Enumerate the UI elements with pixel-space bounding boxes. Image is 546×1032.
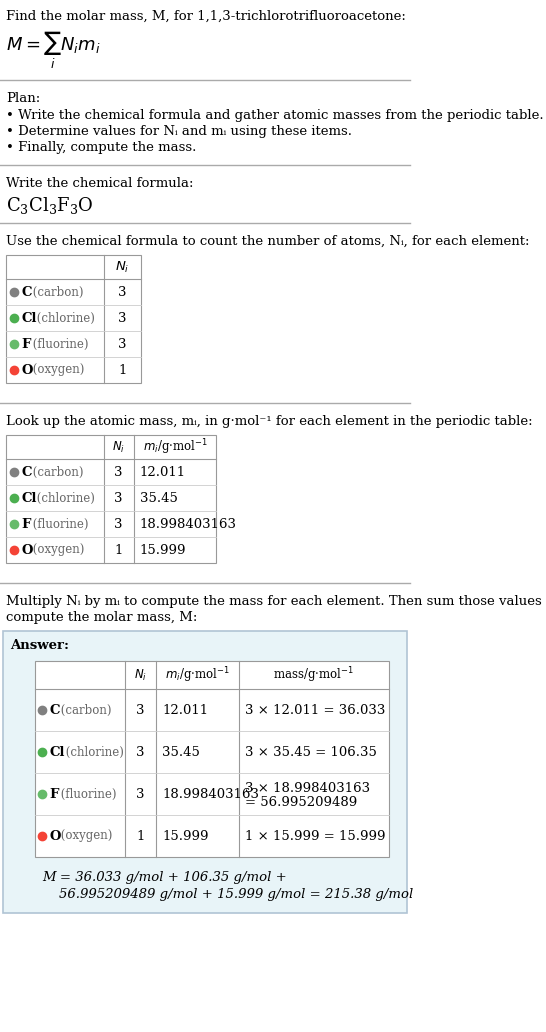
Text: mass/g·mol$^{-1}$: mass/g·mol$^{-1}$ <box>274 666 354 685</box>
Text: (carbon): (carbon) <box>57 704 111 716</box>
Bar <box>6 436 216 563</box>
Text: • Determine values for Nᵢ and mᵢ using these items.: • Determine values for Nᵢ and mᵢ using t… <box>6 125 352 138</box>
Text: 1: 1 <box>136 830 145 842</box>
Text: 3 × 35.45 = 106.35: 3 × 35.45 = 106.35 <box>245 745 377 759</box>
Text: 15.999: 15.999 <box>140 544 186 556</box>
Bar <box>6 255 141 383</box>
Text: (carbon): (carbon) <box>28 465 83 479</box>
Text: 3: 3 <box>118 312 127 324</box>
Text: (oxygen): (oxygen) <box>28 363 84 377</box>
Text: $m_i$/g·mol$^{-1}$: $m_i$/g·mol$^{-1}$ <box>143 438 207 457</box>
Text: F: F <box>21 517 31 530</box>
Text: 12.011: 12.011 <box>162 704 208 716</box>
Text: (chlorine): (chlorine) <box>33 491 95 505</box>
Text: = 56.995209489: = 56.995209489 <box>245 796 357 808</box>
Text: Plan:: Plan: <box>6 92 40 105</box>
Text: 3: 3 <box>136 787 145 801</box>
Text: • Write the chemical formula and gather atomic masses from the periodic table.: • Write the chemical formula and gather … <box>6 109 544 122</box>
Text: Cl: Cl <box>50 745 65 759</box>
Text: O: O <box>21 544 33 556</box>
Text: 12.011: 12.011 <box>140 465 186 479</box>
Text: 1: 1 <box>118 363 127 377</box>
Text: C: C <box>21 465 32 479</box>
Text: Use the chemical formula to count the number of atoms, Nᵢ, for each element:: Use the chemical formula to count the nu… <box>6 235 530 248</box>
Text: 35.45: 35.45 <box>140 491 177 505</box>
Text: O: O <box>21 363 33 377</box>
Text: $m_i$/g·mol$^{-1}$: $m_i$/g·mol$^{-1}$ <box>165 666 230 685</box>
Text: Find the molar mass, M, for 1,1,3-trichlorotrifluoroacetone:: Find the molar mass, M, for 1,1,3-trichl… <box>6 10 406 23</box>
Text: 3: 3 <box>118 337 127 351</box>
Text: $N_i$: $N_i$ <box>134 668 147 682</box>
Text: 3: 3 <box>118 286 127 298</box>
Text: C: C <box>50 704 60 716</box>
Text: $N_i$: $N_i$ <box>115 259 129 275</box>
Text: 3: 3 <box>114 517 123 530</box>
Text: 56.995209489 g/mol + 15.999 g/mol = 215.38 g/mol: 56.995209489 g/mol + 15.999 g/mol = 215.… <box>42 888 413 901</box>
Text: $N_i$: $N_i$ <box>112 440 125 454</box>
Text: 3: 3 <box>114 465 123 479</box>
Text: Answer:: Answer: <box>10 639 69 652</box>
Text: $M = \sum_i N_i m_i$: $M = \sum_i N_i m_i$ <box>6 30 100 71</box>
Text: M = 36.033 g/mol + 106.35 g/mol +: M = 36.033 g/mol + 106.35 g/mol + <box>42 871 287 884</box>
Text: (oxygen): (oxygen) <box>57 830 112 842</box>
Text: compute the molar mass, M:: compute the molar mass, M: <box>6 611 198 624</box>
Text: • Finally, compute the mass.: • Finally, compute the mass. <box>6 141 197 154</box>
Text: F: F <box>50 787 59 801</box>
Text: 18.998403163: 18.998403163 <box>162 787 259 801</box>
Text: 18.998403163: 18.998403163 <box>140 517 236 530</box>
Text: Write the chemical formula:: Write the chemical formula: <box>6 178 193 190</box>
Bar <box>34 662 389 857</box>
Text: 3 × 12.011 = 36.033: 3 × 12.011 = 36.033 <box>245 704 385 716</box>
Text: 3: 3 <box>114 491 123 505</box>
Text: 1 × 15.999 = 15.999: 1 × 15.999 = 15.999 <box>245 830 385 842</box>
Text: 15.999: 15.999 <box>162 830 209 842</box>
Text: O: O <box>50 830 61 842</box>
Text: Cl: Cl <box>21 312 37 324</box>
Text: (chlorine): (chlorine) <box>62 745 123 759</box>
Text: 3: 3 <box>136 704 145 716</box>
Text: 35.45: 35.45 <box>162 745 200 759</box>
Text: 3: 3 <box>136 745 145 759</box>
Text: Multiply Nᵢ by mᵢ to compute the mass for each element. Then sum those values to: Multiply Nᵢ by mᵢ to compute the mass fo… <box>6 595 546 608</box>
Text: (fluorine): (fluorine) <box>28 337 88 351</box>
Bar <box>3 631 407 913</box>
Text: (oxygen): (oxygen) <box>28 544 84 556</box>
Text: (chlorine): (chlorine) <box>33 312 95 324</box>
Text: C: C <box>21 286 32 298</box>
Text: (fluorine): (fluorine) <box>28 517 88 530</box>
Text: Cl: Cl <box>21 491 37 505</box>
Text: F: F <box>21 337 31 351</box>
Text: Look up the atomic mass, mᵢ, in g·mol⁻¹ for each element in the periodic table:: Look up the atomic mass, mᵢ, in g·mol⁻¹ … <box>6 415 533 428</box>
Text: 3 × 18.998403163: 3 × 18.998403163 <box>245 781 370 795</box>
Text: (fluorine): (fluorine) <box>57 787 116 801</box>
Text: $\mathregular{C_3Cl_3F_3O}$: $\mathregular{C_3Cl_3F_3O}$ <box>6 195 93 216</box>
Text: 1: 1 <box>115 544 123 556</box>
Text: (carbon): (carbon) <box>28 286 83 298</box>
